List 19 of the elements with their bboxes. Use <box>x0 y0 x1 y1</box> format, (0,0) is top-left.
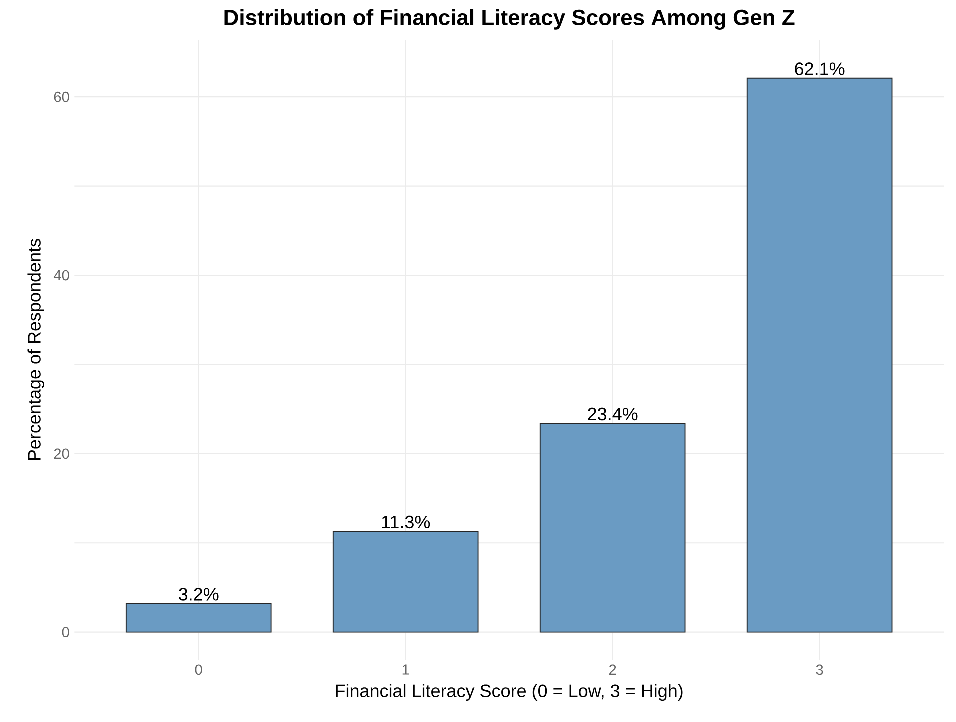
y-tick-label: 40 <box>54 270 70 281</box>
bar <box>540 423 686 633</box>
data-label: 23.4% <box>588 408 638 421</box>
y-tick-label: 60 <box>54 92 70 102</box>
chart-title: Distribution of Financial Literacy Scores Among Gen Z <box>224 9 795 30</box>
x-tick-label: 3 <box>816 664 824 676</box>
bar <box>746 78 893 633</box>
y-tick-label: 0 <box>62 627 70 638</box>
data-label: 11.3% <box>382 516 430 529</box>
x-tick-label: 2 <box>609 664 616 675</box>
data-label: 3.2% <box>179 588 219 601</box>
bar <box>126 603 272 633</box>
x-axis-title: Financial Literacy Score (0 = Low, 3 = High) <box>336 684 683 702</box>
data-label: 62.1% <box>795 62 845 76</box>
y-axis-title: Percentage of Respondents <box>28 239 44 460</box>
x-tick-label: 1 <box>402 664 410 675</box>
bar <box>332 531 479 633</box>
x-tick-label: 0 <box>195 664 202 676</box>
y-tick-label: 20 <box>54 448 70 460</box>
